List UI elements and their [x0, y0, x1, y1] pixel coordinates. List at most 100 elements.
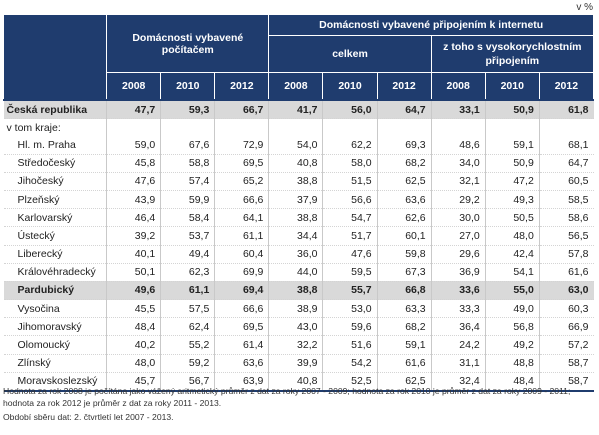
value-cell: 39,2: [106, 226, 161, 246]
value-cell: 34,4: [268, 226, 323, 246]
row-label: Hl. m. Praha: [3, 136, 107, 155]
value-cell: 41,7: [268, 99, 323, 120]
row-label: Královéhradecký: [3, 263, 107, 282]
value-cell: 60,5: [538, 172, 594, 191]
value-cell: 47,7: [106, 99, 161, 120]
value-cell: 57,8: [538, 245, 594, 264]
header-year: 2012: [214, 72, 270, 101]
row-label: Olomoucký: [3, 335, 107, 355]
value-cell: [160, 118, 215, 137]
value-cell: 45,8: [106, 154, 161, 173]
table-row: Jihočeský 47,6 57,4 65,2 38,8 51,5 62,5 32,1 47,…: [3, 172, 594, 191]
value-cell: 29,2: [430, 190, 486, 210]
value-cell: 66,9: [538, 317, 594, 337]
unit-label: v %: [576, 2, 593, 13]
value-cell: 31,1: [430, 354, 486, 373]
row-label: Česká republika: [3, 99, 107, 120]
row-label: Moravskoslezský: [3, 372, 107, 392]
value-cell: 45,5: [106, 299, 161, 319]
value-cell: 55,2: [160, 335, 215, 355]
value-cell: 62,4: [160, 317, 215, 337]
table-row: Karlovarský 46,4 58,4 64,1 38,8 54,7 62,6 30,0 5…: [3, 208, 594, 228]
value-cell: 51,6: [322, 335, 378, 355]
row-label: Ústecký: [3, 226, 107, 246]
value-cell: 50,5: [484, 208, 540, 228]
value-cell: 63,0: [538, 281, 594, 301]
row-label: Plzeňský: [3, 190, 107, 210]
value-cell: 24,2: [430, 335, 486, 355]
value-cell: 36,0: [268, 245, 323, 264]
value-cell: 51,7: [322, 226, 378, 246]
value-cell: 57,4: [160, 172, 215, 191]
row-label: v tom kraje:: [6, 121, 61, 134]
value-cell: 68,1: [538, 136, 594, 155]
value-cell: 32,2: [268, 335, 323, 355]
value-cell: 40,8: [268, 372, 323, 392]
value-cell: 59,1: [376, 335, 432, 355]
value-cell: 40,8: [268, 154, 323, 173]
value-cell: 49,4: [160, 245, 215, 264]
value-cell: 68,2: [376, 154, 432, 173]
value-cell: 36,9: [430, 263, 486, 282]
value-cell: 46,4: [106, 208, 161, 228]
value-cell: 50,9: [484, 99, 540, 120]
value-cell: 48,0: [106, 354, 161, 373]
value-cell: 60,1: [376, 226, 432, 246]
value-cell: 58,8: [160, 154, 215, 173]
value-cell: 48,4: [484, 372, 540, 392]
header-year: 2012: [538, 72, 595, 101]
value-cell: 47,6: [106, 172, 161, 191]
table-row: Královéhradecký 50,1 62,3 69,9 44,0 59,5 67,3 3…: [3, 263, 594, 282]
value-cell: 54,2: [322, 354, 378, 373]
value-cell: 55,0: [484, 281, 540, 301]
value-cell: 54,7: [322, 208, 378, 228]
header-corner: [2, 14, 108, 101]
row-label: Karlovarský: [3, 208, 107, 228]
value-cell: 66,6: [214, 299, 269, 319]
value-cell: 64,7: [538, 154, 594, 173]
value-cell: 38,9: [268, 299, 323, 319]
value-cell: 58,0: [322, 154, 378, 173]
value-cell: 62,6: [376, 208, 432, 228]
value-cell: 61,6: [376, 354, 432, 373]
row-label: Středočeský: [3, 154, 107, 173]
value-cell: 49,6: [106, 281, 161, 301]
value-cell: 38,8: [268, 281, 323, 301]
value-cell: 63,3: [376, 299, 432, 319]
value-cell: 62,5: [376, 172, 432, 191]
value-cell: [268, 118, 323, 137]
period-note: Období sběru dat: 2. čtvrtletí let 2007 …: [3, 412, 174, 422]
value-cell: 67,6: [160, 136, 215, 155]
row-label: Jihočeský: [3, 172, 107, 191]
value-cell: 48,6: [430, 136, 486, 155]
value-cell: 58,7: [538, 354, 594, 373]
value-cell: 69,3: [376, 136, 432, 155]
value-cell: 56,7: [160, 372, 215, 392]
value-cell: 32,4: [430, 372, 486, 392]
table-row: Zlínský 48,0 59,2 63,6 39,9 54,2 61,6 31,1 48,8 5…: [3, 354, 594, 373]
value-cell: 61,1: [160, 281, 215, 301]
value-cell: 30,0: [430, 208, 486, 228]
value-cell: 37,9: [268, 190, 323, 210]
value-cell: 54,0: [268, 136, 323, 155]
table-row: Moravskoslezský 45,7 56,7 63,9 40,8 52,5 62,5 3…: [3, 372, 594, 392]
value-cell: 59,6: [322, 317, 378, 337]
table-header: Domácnosti vybavené počítačem Domácnosti…: [2, 14, 595, 101]
value-cell: 58,5: [538, 190, 594, 210]
row-label: Jihomoravský: [3, 317, 107, 337]
value-cell: 27,0: [430, 226, 486, 246]
value-cell: 49,3: [484, 190, 540, 210]
value-cell: 63,9: [214, 372, 269, 392]
table-row: Středočeský 45,8 58,8 69,5 40,8 58,0 68,2 34,0 5…: [3, 154, 594, 173]
header-year: 2008: [268, 72, 324, 101]
value-cell: [484, 118, 540, 137]
value-cell: 69,5: [214, 154, 269, 173]
header-internet-broadband: z toho s vysokorychlostním připojením: [430, 35, 595, 73]
value-cell: 33,6: [430, 281, 486, 301]
row-label: Pardubický: [3, 281, 107, 301]
value-cell: 48,4: [106, 317, 161, 337]
value-cell: 54,1: [484, 263, 540, 282]
value-cell: 59,5: [322, 263, 378, 282]
value-cell: 39,9: [268, 354, 323, 373]
value-cell: 56,6: [322, 190, 378, 210]
